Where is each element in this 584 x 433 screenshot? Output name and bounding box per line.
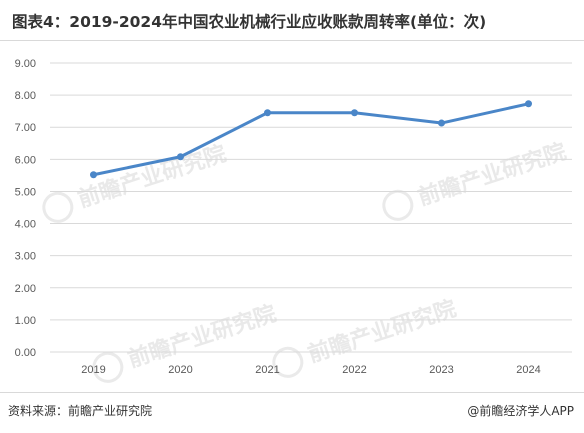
watermark-logo-icon xyxy=(42,191,74,223)
x-tick-label: 2021 xyxy=(255,364,279,376)
title-bar: 图表4：2019-2024年中国农业机械行业应收账款周转率(单位：次) xyxy=(0,0,584,44)
watermark: 前瞻产业研究院 xyxy=(42,141,230,223)
x-tick-label: 2024 xyxy=(516,364,540,376)
watermark-text: 前瞻产业研究院 xyxy=(75,141,230,213)
x-tick-label: 2022 xyxy=(342,364,366,376)
series-line xyxy=(90,100,532,179)
watermark-logo-icon xyxy=(382,189,414,221)
x-tick-label: 2023 xyxy=(429,364,453,376)
data-point xyxy=(438,119,445,127)
y-tick-label: 8.00 xyxy=(15,90,36,102)
gridlines xyxy=(50,62,572,353)
y-tick-label: 6.00 xyxy=(15,154,36,166)
watermark: 前瞻产业研究院 xyxy=(382,139,570,221)
y-tick-label: 3.00 xyxy=(15,251,36,263)
footer-divider xyxy=(0,392,584,393)
y-tick-label: 0.00 xyxy=(15,347,36,359)
y-tick-label: 4.00 xyxy=(15,219,36,231)
y-tick-label: 5.00 xyxy=(15,186,36,198)
data-point xyxy=(177,153,184,161)
y-tick-label: 1.00 xyxy=(15,315,36,327)
data-point xyxy=(264,109,271,117)
chart-title: 图表4：2019-2024年中国农业机械行业应收账款周转率(单位：次) xyxy=(12,13,487,31)
data-point xyxy=(90,171,97,179)
series-polyline xyxy=(92,102,530,177)
y-tick-label: 7.00 xyxy=(15,122,36,134)
watermark-text: 前瞻产业研究院 xyxy=(415,139,570,211)
x-axis: 2019 2020 2021 2022 2023 2024 xyxy=(81,364,540,376)
x-tick-label: 2020 xyxy=(168,364,192,376)
source-note: 资料来源：前瞻产业研究院 xyxy=(8,404,153,418)
data-point xyxy=(351,109,358,117)
data-point xyxy=(525,100,532,108)
watermark-logo-icon xyxy=(92,351,124,383)
title-divider xyxy=(0,40,584,41)
watermark-text: 前瞻产业研究院 xyxy=(125,301,280,373)
y-tick-label: 2.00 xyxy=(15,283,36,295)
credit-note: @前瞻经济学人APP xyxy=(467,404,574,418)
x-tick-label: 2019 xyxy=(81,364,105,376)
watermark-logo-icon xyxy=(272,346,304,378)
y-tick-label: 9.00 xyxy=(15,58,36,70)
watermark-text: 前瞻产业研究院 xyxy=(305,296,460,368)
y-axis: 0.00 1.00 2.00 3.00 4.00 5.00 6.00 7.00 8.00 9.00 xyxy=(15,58,36,359)
